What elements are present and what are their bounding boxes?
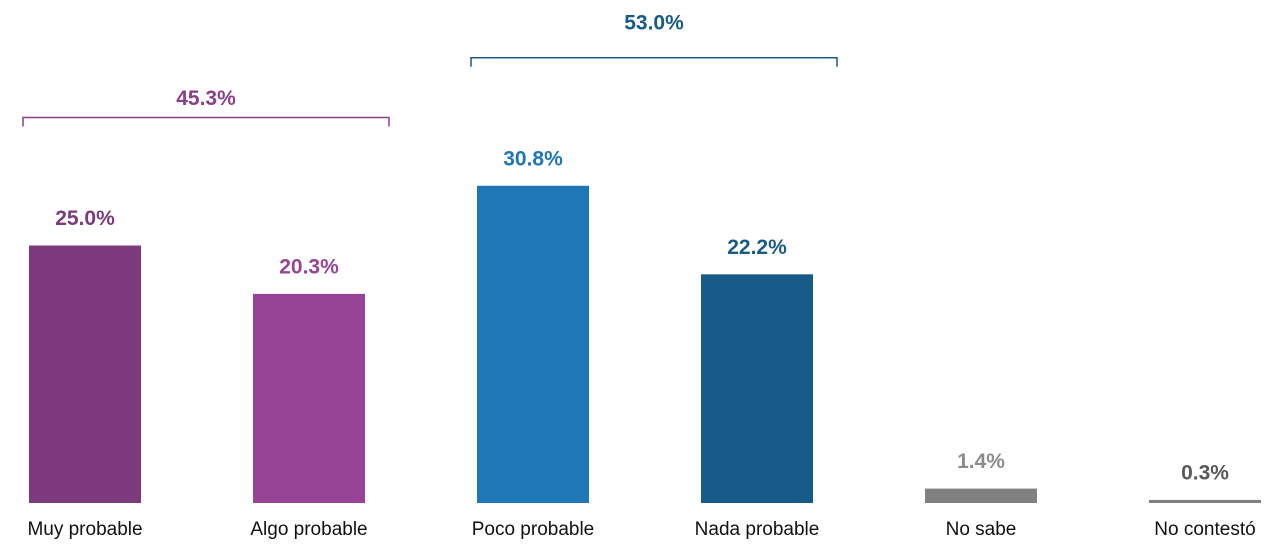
- bar: [925, 488, 1037, 503]
- x-tick-label: No contestó: [1154, 519, 1255, 540]
- bar: [1149, 499, 1261, 503]
- bar: [701, 274, 813, 503]
- value-label: 1.4%: [957, 450, 1005, 473]
- group-label: 45.3%: [176, 87, 236, 110]
- value-label: 0.3%: [1181, 461, 1229, 484]
- x-tick-label: No sabe: [946, 519, 1017, 540]
- x-tick-label: Algo probable: [250, 519, 367, 540]
- value-label: 25.0%: [55, 207, 115, 230]
- value-label: 22.2%: [727, 236, 787, 259]
- value-label: 20.3%: [279, 255, 339, 278]
- bar: [477, 185, 589, 503]
- bracket: [470, 57, 838, 67]
- x-tick-label: Nada probable: [695, 519, 820, 540]
- group-label: 53.0%: [624, 11, 684, 34]
- x-tick-label: Poco probable: [472, 519, 595, 540]
- value-label: 30.8%: [503, 147, 563, 170]
- bar: [253, 293, 365, 503]
- bracket: [22, 116, 390, 127]
- bar: [29, 245, 141, 503]
- x-tick-label: Muy probable: [27, 519, 142, 540]
